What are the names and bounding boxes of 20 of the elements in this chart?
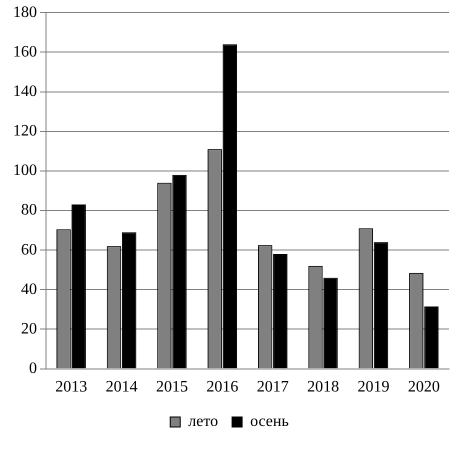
y-tick-label: 0 xyxy=(29,360,37,378)
y-tick-label: 100 xyxy=(13,162,37,180)
y-tick-label: 180 xyxy=(13,4,37,21)
x-tick-label: 2013 xyxy=(55,378,88,396)
y-tick-label: 160 xyxy=(13,43,37,60)
y-tick-label: 120 xyxy=(13,122,37,140)
x-tick-label: 2015 xyxy=(156,378,188,396)
y-tick-label: 60 xyxy=(21,241,37,258)
y-tick-label: 80 xyxy=(21,202,37,219)
x-tick-label: 2020 xyxy=(408,378,440,396)
x-tick-label: 2018 xyxy=(307,378,340,396)
legend-label: лето xyxy=(188,413,218,430)
x-tick-label: 2017 xyxy=(256,378,289,396)
y-tick-label: 20 xyxy=(21,320,37,338)
x-tick-label: 2014 xyxy=(106,378,138,396)
x-tick-label: 2019 xyxy=(357,378,390,396)
y-tick-label: 140 xyxy=(13,82,37,100)
y-tick-label: 40 xyxy=(21,280,37,298)
x-tick-label: 2016 xyxy=(206,378,238,396)
legend-label: осень xyxy=(250,413,289,430)
